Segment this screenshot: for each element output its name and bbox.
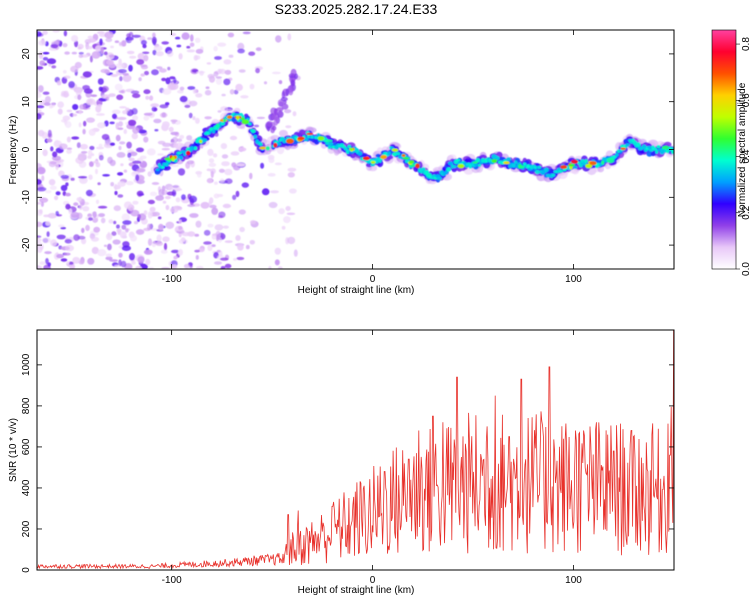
snr-x-tick-label: 100 <box>565 575 582 586</box>
spectrogram-x-ticks: -100 0 100 <box>162 30 582 285</box>
snr-frame <box>36 329 675 571</box>
snr-y-tick-label: 600 <box>21 438 32 455</box>
colorbar: 0.0 0.2 0.4 0.6 0.8 Normalized spectral ampl… <box>711 29 750 276</box>
snr-x-tick-label: 0 <box>370 575 376 586</box>
colorbar-tick-label: 0.4 <box>741 149 750 163</box>
snr-y-tick-label: 800 <box>21 397 32 414</box>
colorbar-gradient <box>711 29 737 270</box>
colorbar-tick-label: 0.2 <box>741 205 750 219</box>
colorbar-ticks: 0.0 0.2 0.4 0.6 0.8 <box>736 37 750 276</box>
colorbar-tick-label: 0.0 <box>741 262 750 276</box>
spectrogram-y-axis-title: Frequency (Hz) <box>8 116 19 185</box>
snr-panel: -100 0 100 0 200 400 600 800 1000 Height of str… <box>8 329 675 596</box>
snr-y-tick-label: 1000 <box>21 353 32 376</box>
spectrogram-y-tick-label: -10 <box>21 190 32 205</box>
snr-y-tick-label: 0 <box>21 567 32 573</box>
spectrogram-y-tick-label: 20 <box>21 48 32 60</box>
spectrogram-y-tick-label: -20 <box>21 237 32 252</box>
spectrogram-image <box>37 30 674 269</box>
snr-x-ticks: -100 0 100 <box>162 330 582 586</box>
snr-y-tick-label: 400 <box>21 479 32 496</box>
colorbar-tick-label: 0.8 <box>741 37 750 51</box>
spectrogram-x-tick-label: 0 <box>370 274 376 285</box>
snr-y-ticks: 0 200 400 600 800 1000 <box>21 353 674 573</box>
snr-x-tick-label: -100 <box>162 575 182 586</box>
spectrogram-x-tick-label: 100 <box>565 274 582 285</box>
snr-x-axis-title: Height of straight line (km) <box>298 585 415 596</box>
spectrogram-y-tick-label: 0 <box>21 146 32 152</box>
spectrogram-x-tick-label: -100 <box>162 274 182 285</box>
spectrogram-y-tick-label: 10 <box>21 96 32 108</box>
spectrogram-y-ticks: -20 -10 0 10 20 <box>21 48 674 252</box>
colorbar-title: Normalized spectral amplitude <box>737 82 748 217</box>
figure-title: S233.2025.282.17.24.E33 <box>275 1 438 17</box>
snr-y-tick-label: 200 <box>21 520 32 537</box>
spectrogram-x-axis-title: Height of straight line (km) <box>298 285 415 296</box>
colorbar-tick-label: 0.6 <box>741 93 750 107</box>
snr-y-axis-title: SNR (10 * v/v) <box>8 418 19 482</box>
snr-series-line <box>37 330 674 570</box>
